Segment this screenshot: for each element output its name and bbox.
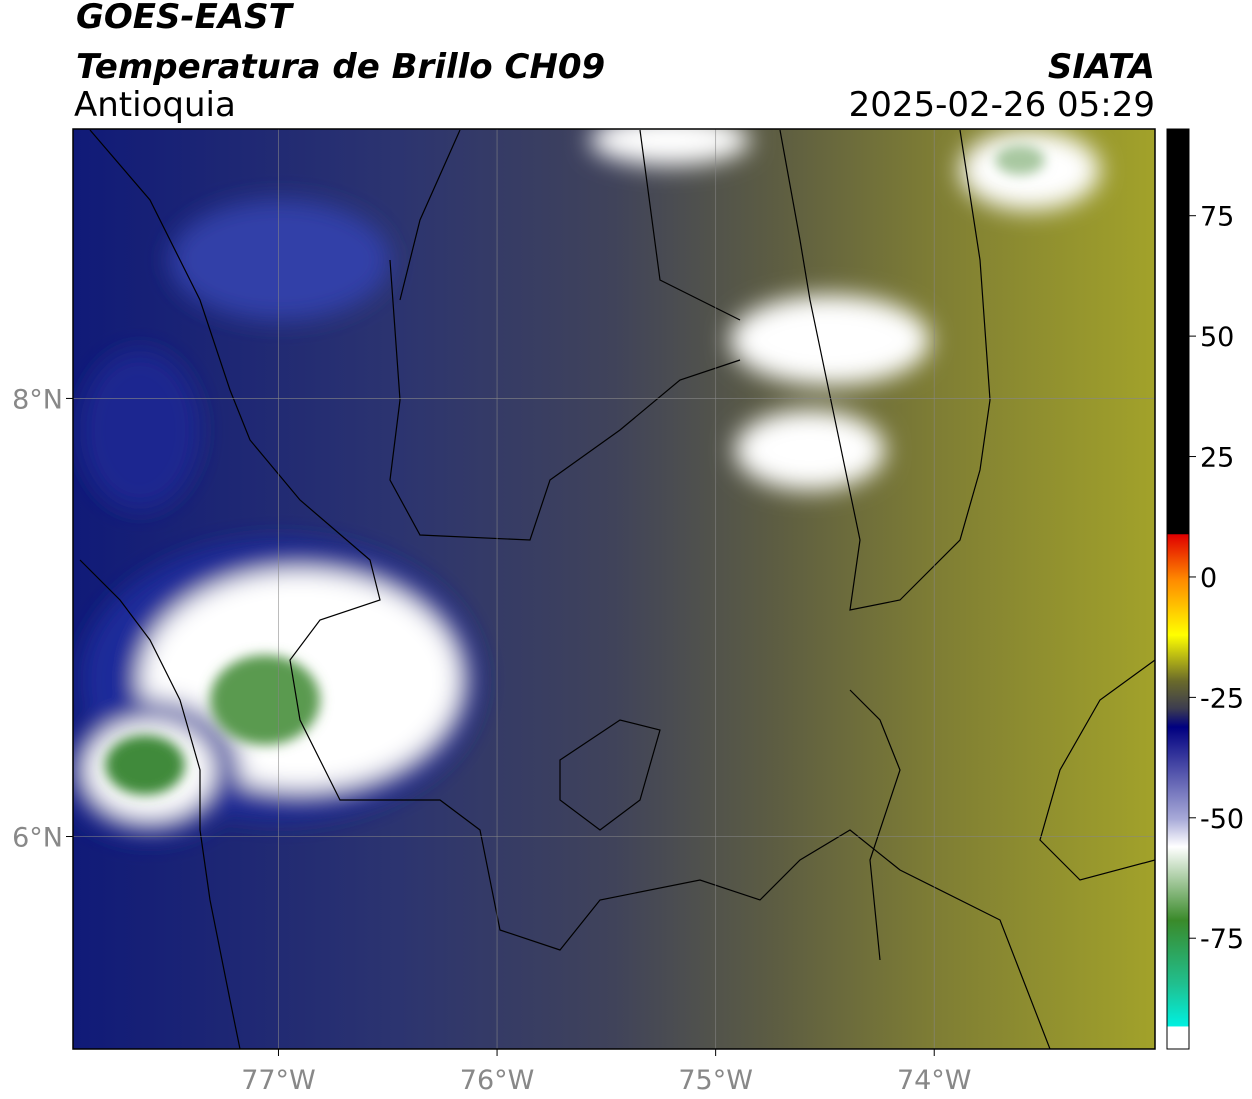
colorbar-tick-label: 0 [1200,563,1217,594]
org: SIATA [1048,47,1155,87]
grid [73,129,1155,1049]
colorbar-tick-label: -50 [1200,804,1244,835]
datetime: 2025-02-26 05:29 [849,85,1155,125]
y-tick-label: 6°N [12,823,63,854]
colorbar-tick-label: -25 [1200,683,1244,714]
x-tick-label: 75°W [678,1065,753,1096]
region: Antioquia [74,85,236,125]
map-frame [72,128,1156,1050]
title: Temperatura de Brillo CH09 [76,47,605,87]
map-image [73,129,1155,1049]
borders [79,129,1155,1049]
x-tick-label: 77°W [241,1065,316,1096]
y-tick-label: 8°N [12,384,63,415]
colorbar-tick-label: -75 [1200,924,1244,955]
colorbar-tick-label: 50 [1200,322,1234,353]
clouds [73,129,1100,840]
x-tick-label: 76°W [460,1065,535,1096]
colorbar [1166,128,1190,1050]
colorbar-tick-label: 75 [1200,202,1234,233]
x-tick-label: 74°W [897,1065,972,1096]
satellite: GOES-EAST [76,0,295,37]
colorbar-tick-label: 25 [1200,443,1234,474]
